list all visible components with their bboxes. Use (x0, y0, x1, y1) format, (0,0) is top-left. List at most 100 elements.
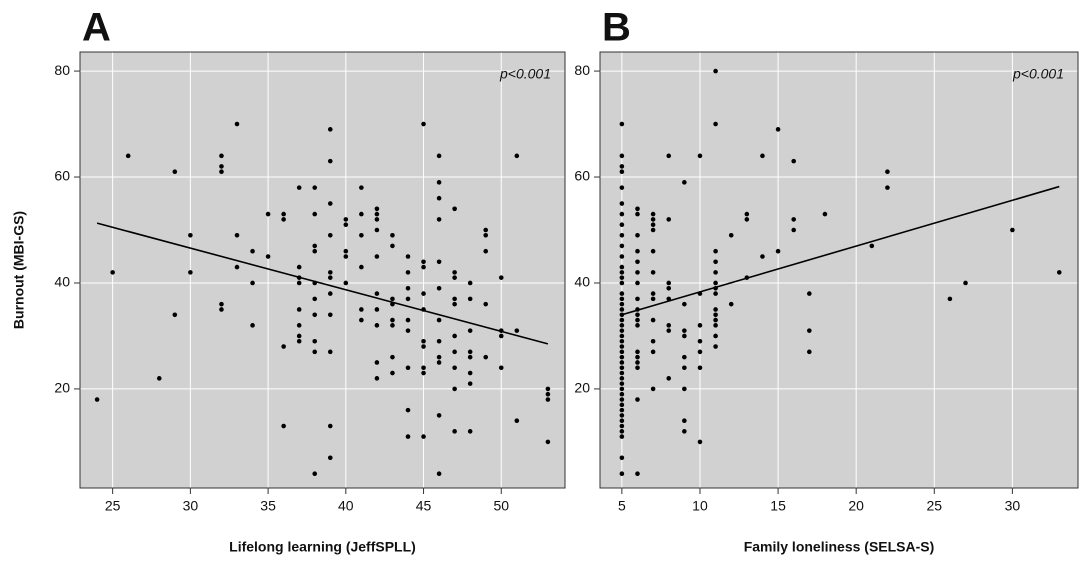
point (390, 233, 395, 238)
point (327, 349, 333, 355)
point (421, 344, 426, 349)
point (650, 211, 656, 217)
point (728, 233, 734, 238)
point (250, 323, 255, 328)
point (436, 317, 442, 323)
point (619, 270, 625, 275)
point (619, 402, 625, 408)
point (619, 418, 625, 424)
point (219, 153, 224, 159)
x-axis-label: Lifelong learning (JeffSPLL) (229, 539, 416, 555)
point (619, 354, 625, 360)
point (312, 296, 318, 302)
point (619, 307, 625, 312)
point (619, 338, 625, 344)
point (374, 206, 380, 212)
x-tick-label: 20 (848, 498, 864, 514)
point (188, 270, 193, 275)
point (514, 153, 520, 159)
point (635, 296, 640, 302)
point (343, 222, 349, 228)
point (775, 127, 781, 132)
point (650, 349, 656, 355)
point (421, 338, 426, 344)
point (467, 370, 473, 376)
point (436, 338, 442, 344)
point (885, 185, 890, 190)
point (635, 248, 640, 254)
point (713, 312, 718, 318)
point (390, 323, 395, 328)
point (713, 317, 718, 323)
point (619, 280, 625, 286)
point (296, 333, 302, 339)
point (619, 376, 625, 381)
point (390, 296, 395, 302)
point (405, 317, 411, 323)
x-tick-label: 10 (692, 498, 708, 514)
point (619, 264, 625, 270)
point (947, 296, 953, 302)
x-axis-label: Family loneliness (SELSA-S) (744, 539, 935, 555)
point (619, 275, 625, 280)
point (172, 169, 178, 175)
point (421, 434, 426, 439)
point (219, 169, 224, 175)
point (619, 301, 625, 307)
point (635, 312, 640, 318)
point (405, 270, 411, 275)
point (390, 317, 395, 323)
point (619, 397, 625, 402)
point (619, 222, 625, 228)
point (635, 365, 640, 371)
point (619, 291, 625, 296)
point (635, 317, 640, 323)
point (619, 349, 625, 355)
point (619, 413, 625, 418)
point (650, 317, 656, 323)
point (807, 291, 812, 296)
point (436, 259, 442, 265)
point (219, 307, 224, 312)
point (666, 217, 672, 222)
point (436, 471, 442, 476)
y-tick-label: 80 (54, 62, 70, 78)
point (327, 127, 333, 132)
point (791, 158, 796, 164)
point (359, 211, 364, 217)
point (172, 312, 178, 318)
point (467, 328, 473, 333)
point (682, 354, 687, 360)
point (760, 254, 765, 259)
point (650, 338, 656, 344)
point (619, 471, 625, 476)
y-tick-label: 40 (574, 274, 590, 290)
point (281, 423, 286, 429)
plot-background (80, 52, 565, 488)
point (619, 233, 625, 238)
point (682, 333, 687, 339)
point (713, 259, 718, 265)
point (728, 301, 734, 307)
point (312, 243, 318, 249)
point (421, 291, 426, 296)
point (327, 201, 333, 206)
x-tick-label: 30 (1005, 498, 1021, 514)
x-tick-label: 35 (260, 498, 276, 514)
point (296, 185, 302, 190)
point (697, 153, 703, 159)
point (635, 397, 640, 402)
point (421, 264, 426, 270)
point (635, 211, 640, 217)
point (713, 307, 718, 312)
point (619, 121, 625, 127)
point (619, 333, 625, 339)
point (436, 413, 442, 418)
point (822, 211, 828, 217)
point (713, 344, 718, 349)
x-tick-label: 45 (416, 498, 432, 514)
point (697, 323, 703, 328)
point (312, 248, 318, 254)
point (452, 275, 457, 280)
point (296, 264, 302, 270)
